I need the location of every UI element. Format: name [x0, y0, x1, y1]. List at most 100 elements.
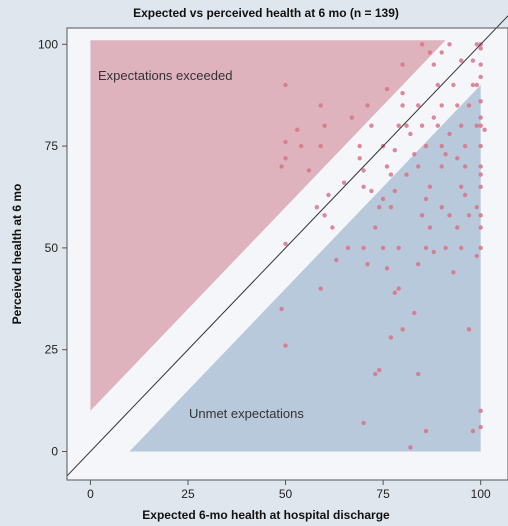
data-point	[432, 115, 436, 119]
data-point	[319, 144, 323, 148]
data-point	[471, 83, 475, 87]
data-point	[416, 262, 420, 266]
data-point	[459, 185, 463, 189]
data-point	[385, 87, 389, 91]
data-point	[326, 193, 330, 197]
x-axis-label: Expected 6-mo health at hospital dischar…	[142, 508, 390, 522]
data-point	[463, 193, 467, 197]
y-tick-label: 50	[45, 241, 59, 255]
data-point	[385, 266, 389, 270]
data-point	[455, 103, 459, 107]
data-point	[479, 246, 483, 250]
data-point	[358, 156, 362, 160]
data-point	[400, 327, 404, 331]
data-point	[397, 124, 401, 128]
data-point	[307, 168, 311, 172]
data-point	[479, 164, 483, 168]
data-point	[283, 156, 287, 160]
y-tick-label: 75	[45, 139, 59, 153]
data-point	[428, 225, 432, 229]
y-axis-label: Perceived health at 6 mo	[10, 184, 24, 325]
x-tick-label: 75	[376, 487, 390, 501]
data-point	[479, 62, 483, 66]
data-point	[373, 372, 377, 376]
data-point	[424, 246, 428, 250]
y-tick-label: 100	[38, 37, 58, 51]
data-point	[283, 83, 287, 87]
data-point	[479, 213, 483, 217]
data-point	[467, 213, 471, 217]
data-point	[443, 152, 447, 156]
data-point	[299, 144, 303, 148]
data-point	[447, 42, 451, 46]
data-point	[408, 132, 412, 136]
data-point	[397, 246, 401, 250]
data-point	[412, 311, 416, 315]
data-point	[479, 425, 483, 429]
data-point	[334, 258, 338, 262]
data-point	[479, 225, 483, 229]
data-point	[432, 250, 436, 254]
data-point	[389, 205, 393, 209]
data-point	[385, 164, 389, 168]
data-point	[279, 307, 283, 311]
data-point	[451, 83, 455, 87]
data-point	[319, 103, 323, 107]
data-point	[451, 270, 455, 274]
data-point	[393, 291, 397, 295]
data-point	[455, 156, 459, 160]
data-point	[479, 185, 483, 189]
x-tick-label: 0	[87, 487, 94, 501]
data-point	[365, 103, 369, 107]
data-point	[416, 372, 420, 376]
data-point	[428, 185, 432, 189]
data-point	[412, 152, 416, 156]
data-point	[459, 124, 463, 128]
data-point	[440, 205, 444, 209]
y-tick-label: 0	[51, 444, 58, 458]
data-point	[475, 42, 479, 46]
data-point	[322, 124, 326, 128]
y-axis-ticks: 0 25 50 75 100	[38, 37, 67, 458]
data-point	[447, 213, 451, 217]
data-point	[279, 164, 283, 168]
data-point	[436, 83, 440, 87]
data-point	[432, 62, 436, 66]
data-point	[479, 124, 483, 128]
data-point	[420, 124, 424, 128]
data-point	[400, 103, 404, 107]
data-point	[283, 140, 287, 144]
data-point	[377, 368, 381, 372]
data-point	[420, 213, 424, 217]
data-point	[346, 246, 350, 250]
data-point	[389, 335, 393, 339]
data-point	[404, 172, 408, 176]
data-point	[295, 128, 299, 132]
x-tick-label: 25	[181, 487, 195, 501]
data-point	[283, 343, 287, 347]
data-point	[475, 205, 479, 209]
data-point	[436, 124, 440, 128]
data-point	[440, 164, 444, 168]
data-point	[361, 168, 365, 172]
data-point	[373, 225, 377, 229]
data-point	[447, 132, 451, 136]
data-point	[369, 189, 373, 193]
data-point	[408, 445, 412, 449]
chart-title: Expected vs perceived health at 6 mo (n …	[133, 6, 399, 20]
data-point	[416, 164, 420, 168]
y-tick-label: 25	[45, 343, 59, 357]
data-point	[400, 91, 404, 95]
data-point	[479, 99, 483, 103]
data-point	[479, 172, 483, 176]
data-point	[283, 242, 287, 246]
data-point	[475, 124, 479, 128]
data-point	[440, 144, 444, 148]
data-point	[416, 103, 420, 107]
data-point	[350, 115, 354, 119]
data-point	[319, 286, 323, 290]
data-point	[358, 144, 362, 148]
data-point	[361, 421, 365, 425]
data-point	[381, 197, 385, 201]
